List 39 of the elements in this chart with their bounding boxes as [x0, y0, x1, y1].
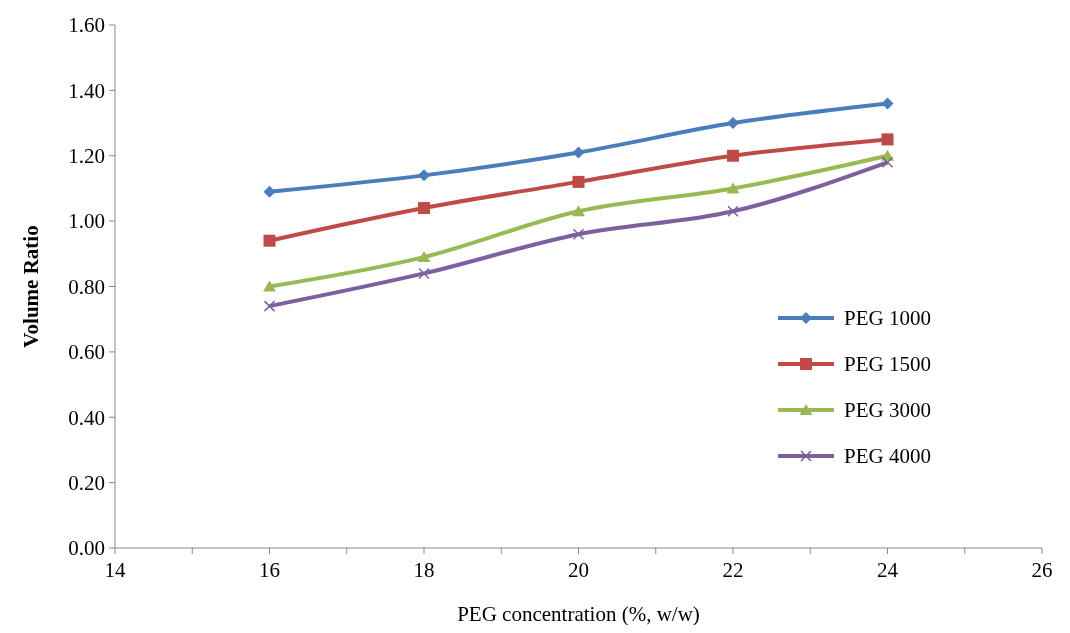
legend-label: PEG 1500: [844, 352, 931, 376]
x-tick-label: 16: [259, 558, 280, 582]
point: [418, 267, 430, 280]
x-tick-label: 24: [877, 558, 899, 582]
y-tick-label: 0.20: [68, 470, 105, 495]
point: [263, 300, 276, 312]
point: [572, 146, 585, 159]
x-tick-label: 20: [568, 558, 589, 582]
y-tick-label: 0.40: [68, 405, 105, 430]
point: [727, 149, 739, 162]
point: [726, 182, 740, 194]
point: [263, 280, 276, 292]
y-tick-label: 0.80: [68, 274, 105, 299]
point: [572, 228, 585, 240]
y-tick-label: 0.60: [68, 340, 105, 365]
y-tick-label: 1.60: [68, 13, 105, 38]
point: [418, 202, 430, 215]
point: [572, 175, 585, 188]
y-tick-label: 1.20: [68, 144, 105, 169]
legend-label: PEG 1000: [844, 306, 931, 330]
x-tick-label: 14: [104, 558, 126, 582]
x-tick-label: 18: [413, 558, 435, 582]
x-axis-title: PEG concentration (%, w/w): [457, 602, 700, 626]
point: [263, 234, 276, 247]
y-axis-title: Volume Ratio: [19, 225, 43, 348]
point: [881, 133, 894, 146]
x-tick-label: 26: [1031, 558, 1053, 582]
point: [727, 117, 739, 130]
point: [572, 205, 585, 217]
y-tick-label: 1.00: [68, 209, 105, 234]
point: [418, 169, 430, 182]
legend-label: PEG 4000: [844, 444, 931, 468]
point: [417, 251, 431, 263]
point: [727, 205, 739, 218]
point: [881, 156, 894, 169]
legend-label: PEG 3000: [844, 398, 931, 422]
y-tick-label: 1.40: [68, 78, 105, 103]
y-tick-label: 0.00: [68, 536, 105, 561]
x-tick-label: 22: [722, 558, 744, 582]
